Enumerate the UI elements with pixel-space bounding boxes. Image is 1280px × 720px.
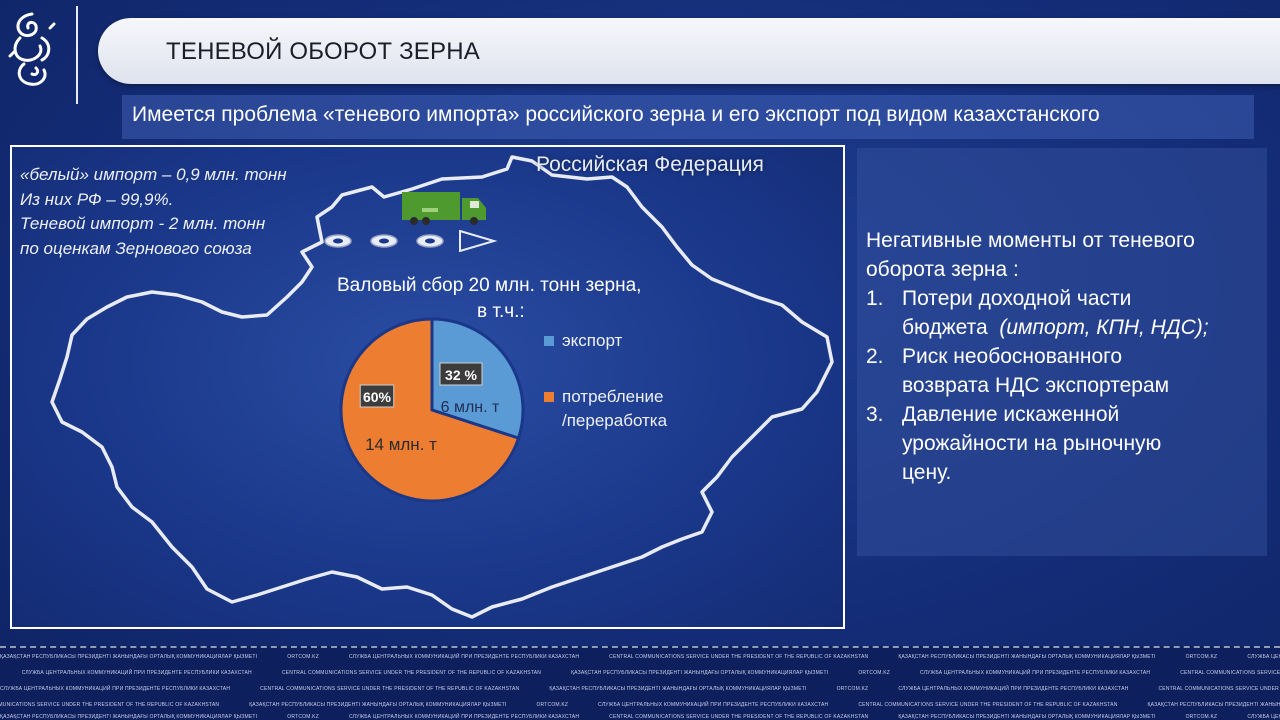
footer-text: СЛУЖБА ЦЕНТРАЛЬНЫХ КОММУНИКАЦИЙ ПРИ ПРЕЗ… (21, 670, 252, 676)
footer-text: СЛУЖБА ЦЕНТРАЛЬНЫХ КОММУНИКАЦИЙ ПРИ ПРЕЗ… (0, 686, 231, 692)
data-label-box (439, 362, 483, 386)
footer-text: СЛУЖБА ЦЕНТРАЛЬНЫХ КОММУНИКАЦИЙ ПРИ ПРЕЗ… (348, 654, 580, 660)
export-percent-label: 32 % (445, 367, 477, 383)
footer-text: ORTCOM.KZ (858, 670, 891, 676)
note-line: «белый» импорт – 0,9 млн. тонн (20, 165, 287, 184)
list-line: Давление искаженной (902, 403, 1120, 426)
negatives-panel (857, 148, 1267, 556)
footer-text: ORTCOM.KZ (1185, 714, 1218, 720)
truck-icon (400, 190, 492, 231)
negatives-title-line2: оборота зерна : (866, 258, 1019, 281)
legend-swatch (544, 336, 554, 346)
footer-text: CENTRAL COMMUNICATIONS SERVICE UNDER THE… (609, 714, 869, 720)
logo-divider (76, 6, 78, 104)
legend-swatch (544, 392, 554, 402)
pie-chart: 32 % 6 млн. т 60% 14 млн. т (339, 317, 525, 503)
footer-text: ҚАЗАҚСТАН РЕСПУБЛИКАСЫ ПРЕЗИДЕНТІ ЖАНЫНД… (0, 714, 258, 720)
list-line: цену. (902, 461, 952, 484)
footer-text: ORTCOM.KZ (836, 686, 869, 692)
footer-text: СЛУЖБА ЦЕНТРАЛЬНЫХ КОММУНИКАЦИЙ ПРИ ПРЕЗ… (1247, 714, 1280, 720)
negatives-list: 1. Потери доходной части бюджета (импорт… (866, 284, 1261, 487)
map-panel: «белый» импорт – 0,9 млн. тонн Из них РФ… (10, 145, 845, 629)
footer-text: СЛУЖБА ЦЕНТРАЛЬНЫХ КОММУНИКАЦИЙ ПРИ ПРЕЗ… (920, 670, 1151, 676)
negatives-title-line1: Негативные моменты от теневого (866, 229, 1195, 252)
footer-text: СЛУЖБА ЦЕНТРАЛЬНЫХ КОММУНИКАЦИЙ ПРИ ПРЕЗ… (348, 714, 580, 720)
footer-text: ORTCOM.KZ (287, 654, 319, 660)
footer-row: СЛУЖБА ЦЕНТРАЛЬНЫХ КОММУНИКАЦИЙ ПРИ ПРЕЗ… (0, 686, 1280, 692)
pie-title-line1: Валовый сбор 20 млн. тонн зерна, (337, 275, 642, 296)
footer-text: СЛУЖБА ЦЕНТРАЛЬНЫХ КОММУНИКАЦИЙ ПРИ ПРЕЗ… (898, 686, 1129, 692)
footer-text: ҚАЗАҚСТАН РЕСПУБЛИКАСЫ ПРЕЗИДЕНТІ ЖАНЫНД… (1147, 702, 1280, 708)
pie-title-line2: в т.ч.: (477, 301, 525, 322)
legend-item-export: экспорт (544, 329, 667, 353)
footer-text: СЛУЖБА ЦЕНТРАЛЬНЫХ КОММУНИКАЦИЙ ПРИ ПРЕЗ… (1247, 654, 1280, 660)
footer-row: CENTRAL COMMUNICATIONS SERVICE UNDER THE… (0, 702, 1280, 708)
shipment-arrows (324, 229, 514, 257)
page-title: ТЕНЕВОЙ ОБОРОТ ЗЕРНА (166, 38, 480, 65)
footer-text: CENTRAL COMMUNICATIONS SERVICE UNDER THE… (858, 702, 1118, 708)
list-number: 1. (866, 287, 884, 310)
list-line-italic: (импорт, КПН, НДС); (999, 316, 1209, 339)
note-line: Из них РФ – 99,9%. (20, 189, 174, 209)
footer-text: ҚАЗАҚСТАН РЕСПУБЛИКАСЫ ПРЕЗИДЕНТІ ЖАНЫНД… (571, 670, 829, 676)
list-line: бюджета (импорт, КПН, НДС); (902, 313, 1261, 342)
note-line: Теневой импорт - 2 млн. тонн (20, 214, 266, 233)
russia-label: Российская Федерация (536, 153, 764, 176)
footer-text: ҚАЗАҚСТАН РЕСПУБЛИКАСЫ ПРЕЗИДЕНТІ ЖАНЫНД… (898, 654, 1156, 660)
list-item: 1. Потери доходной части бюджета (импорт… (866, 284, 1261, 342)
footer-text: ORTCOM.KZ (1185, 654, 1218, 660)
legend-label: экспорт (562, 331, 623, 350)
data-label-box (359, 384, 395, 408)
footer-text: CENTRAL COMMUNICATIONS SERVICE UNDER THE… (281, 670, 542, 676)
import-notes: «белый» импорт – 0,9 млн. тонн Из них РФ… (20, 163, 287, 261)
pie-chart-title: Валовый сбор 20 млн. тонн зерна, в т.ч.: (12, 273, 712, 325)
footer-text: ҚАЗАҚСТАН РЕСПУБЛИКАСЫ ПРЕЗИДЕНТІ ЖАНЫНД… (898, 714, 1156, 720)
negatives-title: Негативные моменты от теневого оборота з… (866, 226, 1261, 284)
list-line-text: бюджета (902, 316, 988, 339)
list-line: урожайности на рыночную (902, 432, 1162, 455)
subtitle-text: Имеется проблема «теневого импорта» росс… (132, 103, 1100, 126)
subtitle-banner (122, 95, 1254, 139)
footer-row: ҚАЗАҚСТАН РЕСПУБЛИКАСЫ ПРЕЗИДЕНТІ ЖАНЫНД… (0, 714, 1280, 720)
footer-text: ҚАЗАҚСТАН РЕСПУБЛИКАСЫ ПРЕЗИДЕНТІ ЖАНЫНД… (249, 702, 507, 708)
footer-text: CENTRAL COMMUNICATIONS SERVICE UNDER THE… (1180, 670, 1280, 676)
legend-label: потребление (562, 387, 664, 406)
title-bar (98, 18, 1280, 84)
legend-label: /переработка (562, 411, 668, 430)
footer-text: ҚАЗАҚСТАН РЕСПУБЛИКАСЫ ПРЕЗИДЕНТІ ЖАНЫНД… (0, 654, 258, 660)
pie-legend: экспорт потребление /переработка (544, 329, 667, 433)
list-line: Потери доходной части (902, 287, 1132, 310)
pie-slice-consumption (339, 317, 521, 503)
list-line: возврата НДС экспортерам (902, 374, 1170, 397)
list-line: Риск необоснованного (902, 345, 1123, 368)
footer-text: ORTCOM.KZ (536, 702, 569, 708)
list-number: 2. (866, 345, 884, 368)
legend-item-consumption: потребление /переработка (544, 385, 667, 433)
list-item: 2. Риск необоснованного возврата НДС экс… (866, 342, 1261, 400)
consumption-value-label: 14 млн. т (365, 435, 437, 454)
footer-text: ORTCOM.KZ (287, 714, 319, 720)
footer-text: CENTRAL COMMUNICATIONS SERVICE UNDER THE… (1158, 686, 1280, 692)
footer-watermark: ҚАЗАҚСТАН РЕСПУБЛИКАСЫ ПРЕЗИДЕНТІ ЖАНЫНД… (0, 646, 1280, 720)
footer-text: CENTRAL COMMUNICATIONS SERVICE UNDER THE… (609, 654, 869, 660)
footer-row: ORTCOM.KZ СЛУЖБА ЦЕНТРАЛЬНЫХ КОММУНИКАЦИЙ… (0, 670, 1280, 676)
export-value-label: 6 млн. т (441, 399, 500, 416)
consumption-percent-label: 60% (363, 389, 392, 405)
footer-text: ҚАЗАҚСТАН РЕСПУБЛИКАСЫ ПРЕЗИДЕНТІ ЖАНЫНД… (549, 686, 807, 692)
footer-text: CENTRAL COMMUNICATIONS SERVICE UNDER THE… (0, 702, 220, 708)
list-number: 3. (866, 403, 884, 426)
footer-row: ҚАЗАҚСТАН РЕСПУБЛИКАСЫ ПРЕЗИДЕНТІ ЖАНЫНД… (0, 654, 1280, 660)
kazakhstan-map-outline (50, 155, 834, 619)
snow-leopard-logo (6, 8, 58, 92)
list-item: 3. Давление искаженной урожайности на ры… (866, 400, 1261, 487)
footer-text: CENTRAL COMMUNICATIONS SERVICE UNDER THE… (260, 686, 520, 692)
note-line: по оценкам Зернового союза (20, 238, 252, 258)
footer-text: СЛУЖБА ЦЕНТРАЛЬНЫХ КОММУНИКАЦИЙ ПРИ ПРЕЗ… (598, 702, 829, 708)
